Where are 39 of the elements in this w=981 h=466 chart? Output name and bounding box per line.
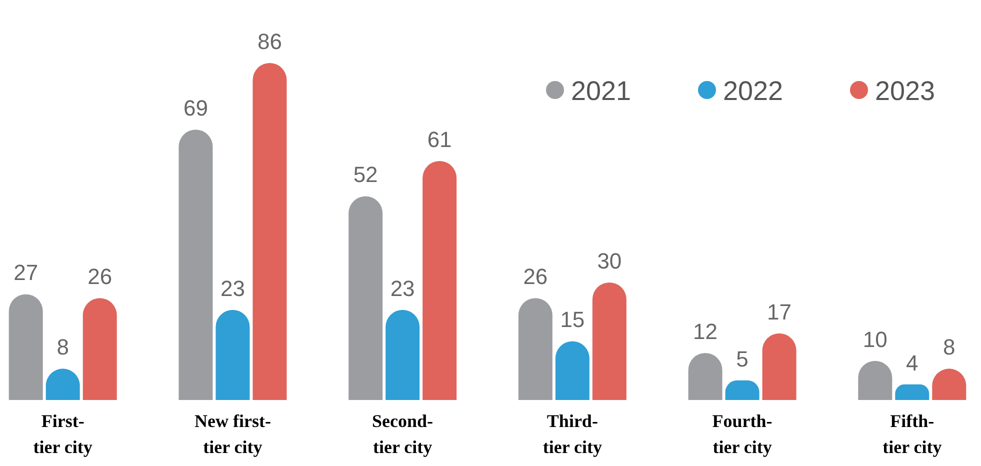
data-label: 15 [560,307,585,332]
bar [762,333,796,400]
legend-label: 2022 [723,76,784,106]
bar [252,63,287,400]
data-label: 26 [88,264,112,290]
data-label: 8 [943,334,956,360]
bar [8,294,43,400]
data-label: 26 [523,264,548,290]
data-label: 23 [220,276,245,301]
data-label: 17 [767,299,792,324]
legend-label: 2023 [875,76,936,106]
data-label: 10 [862,326,888,352]
data-label: 52 [353,162,378,188]
bar [386,310,420,400]
bar [178,130,213,400]
x-tick-label: Third-tier city [542,411,602,457]
bar [518,298,552,400]
data-label: 23 [390,276,415,301]
bar [422,160,457,400]
data-label: 8 [56,334,69,360]
x-tick-label: First-tier city [33,411,92,457]
bar [82,298,117,400]
x-tick-label: New first-tier city [194,411,271,457]
bar [555,341,590,400]
data-label: 5 [736,346,748,372]
x-tick-label: Fifth-tier city [882,411,942,457]
data-label: 30 [597,248,622,274]
bar [592,282,626,400]
legend-label: 2021 [571,76,632,106]
data-label: 69 [183,96,208,121]
data-label: 12 [693,318,718,344]
data-label: 27 [14,260,38,286]
data-label: 86 [257,29,282,54]
bar [348,196,383,400]
data-label: 4 [906,350,918,376]
x-tick-label: Fourth-tier city [712,411,772,457]
x-tick-label: Second-tier city [372,411,434,457]
data-label: 61 [427,126,452,152]
bar [216,310,250,400]
